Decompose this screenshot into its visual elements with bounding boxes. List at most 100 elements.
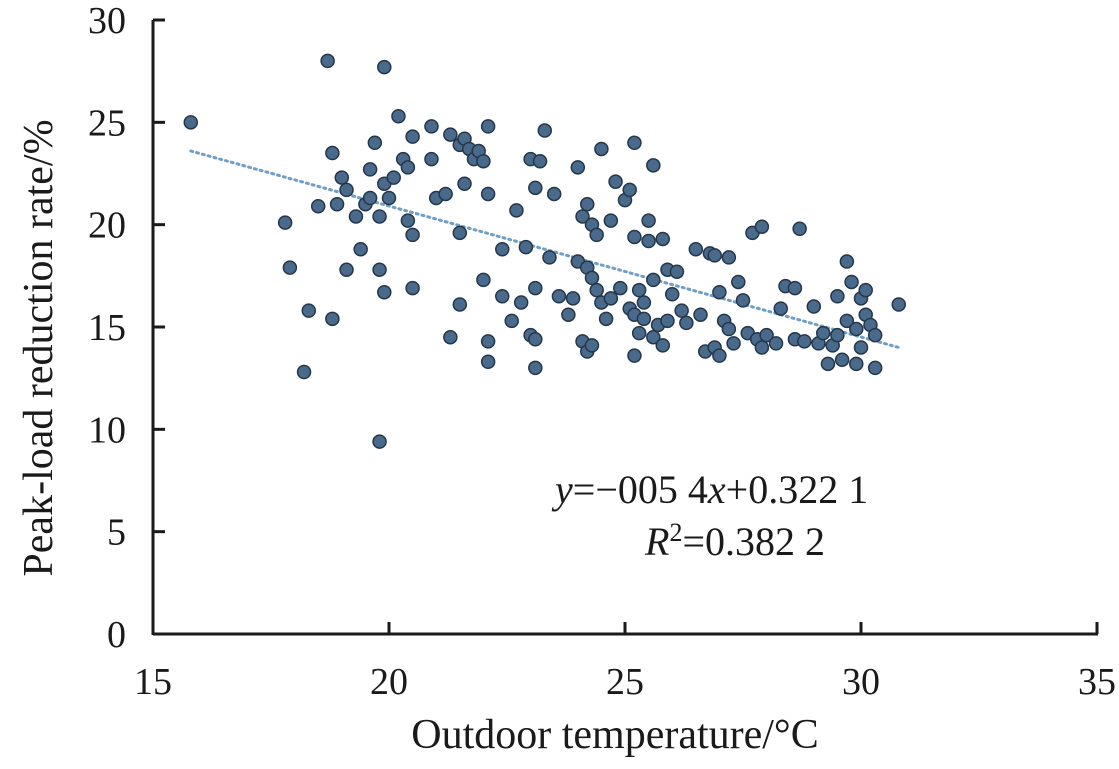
data-point: [613, 280, 628, 296]
data-point: [797, 334, 812, 349]
data-point: [480, 334, 496, 349]
eq-y-symbol: y: [551, 467, 573, 512]
data-point: [759, 327, 774, 343]
data-point: [655, 338, 671, 353]
y-tick-label: 20: [88, 205, 126, 247]
data-point: [575, 209, 590, 224]
data-point: [183, 115, 199, 130]
x-tick-label: 25: [606, 661, 644, 703]
data-point: [627, 135, 642, 151]
data-point: [858, 282, 873, 298]
data-point: [844, 274, 859, 290]
eq-x-symbol: x: [707, 467, 726, 512]
data-point: [528, 360, 543, 376]
data-point: [480, 119, 496, 134]
data-point: [282, 260, 298, 275]
data-point: [277, 215, 293, 230]
data-point: [362, 162, 378, 177]
data-point: [849, 356, 864, 372]
data-point: [693, 307, 708, 322]
data-point: [627, 229, 642, 245]
data-point: [631, 325, 647, 341]
eq-part-2: +0.322 1: [726, 467, 869, 512]
data-point: [834, 352, 850, 367]
data-points: [183, 53, 907, 449]
data-point: [622, 182, 637, 198]
x-tick-label: 20: [370, 661, 408, 703]
data-point: [754, 340, 770, 355]
data-point: [608, 174, 623, 189]
data-point: [768, 336, 784, 351]
data-point: [773, 301, 789, 316]
data-point: [452, 297, 468, 312]
data-point: [674, 303, 689, 318]
data-point: [579, 196, 595, 212]
data-point: [310, 198, 326, 214]
data-point: [551, 289, 567, 304]
data-point: [372, 209, 387, 224]
data-point: [603, 213, 619, 228]
data-point: [367, 135, 383, 151]
data-point: [636, 295, 652, 310]
data-point: [542, 250, 557, 265]
data-point: [513, 295, 529, 310]
data-point: [377, 59, 392, 75]
r-value: =0.382 2: [682, 519, 825, 564]
data-point: [589, 282, 604, 298]
data-point: [301, 303, 317, 318]
data-point: [325, 311, 340, 327]
data-point: [641, 213, 656, 228]
data-point: [353, 241, 368, 257]
r-symbol: R: [644, 519, 669, 564]
data-point: [480, 186, 496, 202]
y-tick-label: 30: [88, 0, 126, 42]
eq-part-1: =−005 4: [573, 467, 708, 512]
data-point: [679, 315, 694, 331]
data-point: [405, 129, 420, 144]
data-point: [537, 123, 553, 138]
data-point: [495, 241, 510, 257]
data-point: [372, 434, 387, 449]
data-point: [320, 53, 335, 69]
data-point: [627, 348, 642, 363]
data-point: [735, 293, 751, 308]
data-point: [480, 354, 496, 370]
data-point: [518, 239, 534, 255]
data-point: [787, 280, 803, 296]
data-point: [504, 313, 519, 329]
data-point: [646, 272, 661, 288]
data-point: [589, 227, 604, 243]
data-point: [339, 182, 354, 198]
x-tick-label: 35: [1078, 661, 1116, 703]
data-point: [707, 248, 722, 263]
data-point: [669, 264, 685, 279]
data-point: [532, 153, 548, 169]
data-point: [867, 327, 883, 343]
data-point: [296, 364, 312, 380]
data-point: [400, 213, 416, 228]
x-tick-label: 30: [842, 661, 880, 703]
y-tick-label: 25: [88, 102, 126, 144]
data-point: [443, 329, 458, 345]
data-point: [528, 180, 543, 196]
data-point: [348, 209, 364, 224]
data-point: [792, 221, 807, 237]
data-point: [646, 329, 661, 345]
data-point: [655, 231, 671, 247]
data-point: [584, 338, 600, 353]
r-squared: R2=0.382 2: [644, 518, 825, 564]
y-tick-label: 0: [107, 614, 126, 656]
data-point: [688, 241, 704, 257]
trendline-group: [189, 149, 901, 349]
tick-labels: 15 20 25 30 35 0 5 10 15 20 25 30: [88, 0, 1116, 703]
data-point: [830, 289, 845, 304]
axes: [151, 18, 1099, 636]
data-point: [452, 225, 468, 241]
data-point: [443, 127, 458, 142]
data-point: [721, 250, 737, 265]
data-point: [598, 311, 614, 327]
data-point: [424, 151, 439, 167]
data-point: [391, 108, 406, 124]
y-tick-label: 5: [107, 512, 126, 554]
